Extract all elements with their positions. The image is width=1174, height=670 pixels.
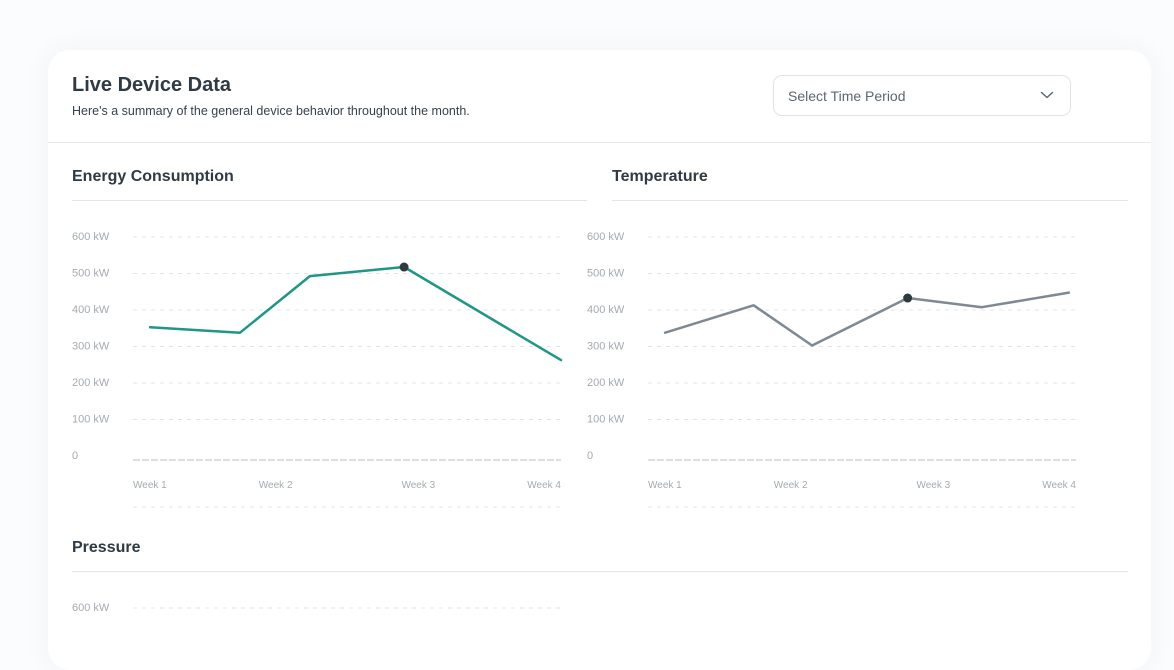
energy-section-divider — [72, 200, 587, 201]
temperature-y-tick-label: 300 kW — [587, 341, 625, 353]
chevron-down-icon[interactable] — [1040, 90, 1054, 100]
energy-section-title: Energy Consumption — [72, 168, 234, 185]
energy-y-tick-label: 200 kW — [72, 377, 110, 389]
temperature-x-tick-label: Week 4 — [1042, 480, 1076, 491]
energy-x-tick-label: Week 4 — [527, 480, 561, 491]
energy-y-tick-label: 100 kW — [72, 414, 110, 426]
energy-y-tick-label: 0 — [72, 450, 78, 462]
temperature-section-divider — [612, 200, 1128, 201]
energy-y-tick-label: 600 kW — [72, 231, 110, 243]
energy-x-tick-label: Week 2 — [259, 480, 293, 491]
temperature-y-tick-label: 100 kW — [587, 414, 625, 426]
temperature-y-tick-label: 500 kW — [587, 268, 625, 280]
temperature-chart: 600 kW 500 kW 400 kW 300 kW 200 kW 100 kW 0 Wee… — [587, 231, 1076, 508]
energy-series-line — [148, 265, 563, 362]
energy-highlight-point — [399, 262, 409, 272]
time-period-select-placeholder: Select Time Period — [788, 88, 906, 104]
temperature-highlight-point — [903, 293, 913, 303]
temperature-section-title: Temperature — [612, 168, 708, 185]
pressure-section-divider — [72, 571, 1128, 572]
energy-x-tick-label: Week 3 — [401, 480, 435, 491]
temperature-y-tick-label: 0 — [587, 450, 593, 462]
temperature-y-tick-label: 400 kW — [587, 304, 625, 316]
card-header: Live Device Data Here's a summary of the… — [48, 50, 1151, 143]
pressure-chart: 600 kW — [72, 602, 561, 614]
page-subtitle: Here's a summary of the general device b… — [72, 104, 470, 118]
temperature-y-tick-label: 600 kW — [587, 231, 625, 243]
pressure-section-title: Pressure — [72, 539, 141, 556]
temperature-y-tick-label: 200 kW — [587, 377, 625, 389]
temperature-series-line — [663, 291, 1071, 347]
device-data-card: Live Device Data Here's a summary of the… — [48, 50, 1151, 670]
time-period-select[interactable]: Select Time Period — [773, 75, 1071, 116]
energy-consumption-chart: 600 kW 500 kW 400 kW 300 kW 200 kW 100 kW 0 Wee… — [72, 231, 563, 508]
energy-y-tick-label: 400 kW — [72, 304, 110, 316]
temperature-x-tick-label: Week 1 — [648, 480, 682, 491]
energy-x-tick-label: Week 1 — [133, 480, 167, 491]
energy-y-tick-label: 500 kW — [72, 268, 110, 280]
temperature-x-tick-label: Week 3 — [916, 480, 950, 491]
page-title: Live Device Data — [72, 74, 231, 96]
energy-y-tick-label: 300 kW — [72, 341, 110, 353]
temperature-x-tick-label: Week 2 — [774, 480, 808, 491]
pressure-y-tick-label: 600 kW — [72, 602, 110, 614]
